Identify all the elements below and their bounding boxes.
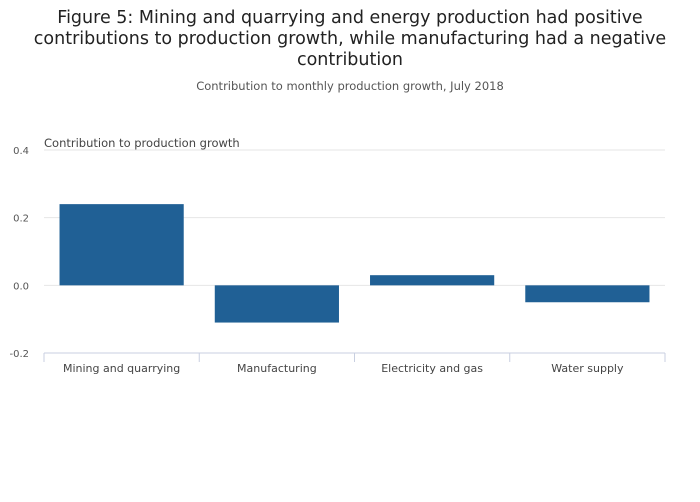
y-axis-label: Contribution to production growth [44, 136, 240, 150]
x-tick-label: Water supply [551, 362, 624, 375]
y-tick-labels: 0.4 0.2 0.0 -0.2 [9, 146, 29, 360]
chart-subtitle: Contribution to monthly production growt… [196, 79, 504, 93]
y-tick-label: -0.2 [9, 349, 29, 360]
x-axis: Mining and quarrying Manufacturing Electri… [43, 352, 666, 375]
bar [525, 285, 650, 303]
x-tick-label: Electricity and gas [381, 362, 483, 375]
chart-title: Figure 5: Mining and quarrying and energ… [33, 8, 667, 70]
bar [214, 285, 339, 323]
y-tick-label: 0.4 [13, 146, 29, 157]
y-tick-label: 0.2 [13, 214, 29, 225]
bar [370, 275, 495, 286]
y-tick-label: 0.0 [13, 281, 29, 292]
x-tick-label: Mining and quarrying [63, 362, 180, 375]
bar [59, 204, 184, 286]
x-tick-label: Manufacturing [237, 362, 317, 375]
bars [59, 204, 650, 323]
